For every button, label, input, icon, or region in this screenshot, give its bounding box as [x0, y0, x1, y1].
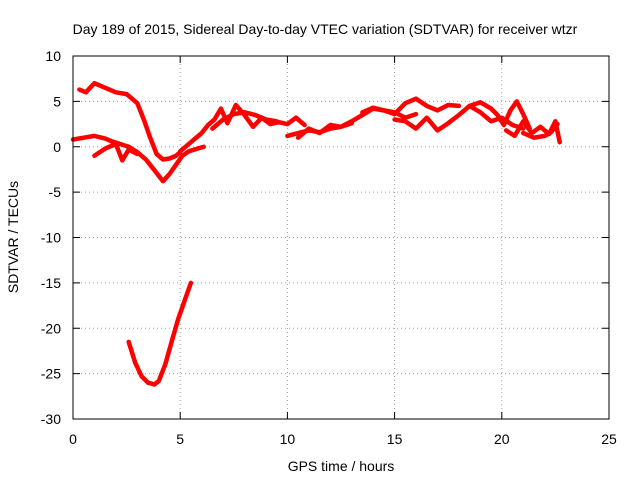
y-tick-label: 5 — [53, 93, 61, 109]
x-tick-label: 0 — [69, 431, 77, 447]
series-satellite-arc-12 — [503, 119, 562, 145]
series-satellite-arc-5 — [177, 102, 307, 154]
x-tick-label: 20 — [494, 431, 510, 447]
series-satellite-arc-1 — [77, 80, 183, 162]
y-tick-labels: -30 -25 -20 -15 -10 -5 0 5 10 — [41, 48, 61, 427]
chart-title: Day 189 of 2015, Sidereal Day-to-day VTE… — [73, 21, 578, 37]
x-tick-label: 5 — [176, 431, 184, 447]
x-tick-label: 10 — [280, 431, 296, 447]
plot-area — [70, 80, 562, 387]
series-satellite-arc-8 — [295, 120, 354, 140]
x-tick-label: 15 — [387, 431, 403, 447]
series-satellite-arc-2 — [70, 133, 207, 184]
y-tick-label: -30 — [41, 411, 61, 427]
series-satellite-arc-13 — [520, 121, 560, 140]
y-tick-label: -20 — [41, 320, 61, 336]
y-tick-label: -15 — [41, 275, 61, 291]
series-satellite-arc-9 — [360, 96, 462, 117]
x-tick-label: 25 — [601, 431, 617, 447]
grid — [73, 56, 609, 419]
y-tick-label: -25 — [41, 366, 61, 382]
series-satellite-arc-6 — [210, 110, 279, 131]
series-satellite-arc-4 — [126, 280, 194, 387]
y-tick-label: -10 — [41, 230, 61, 246]
y-tick-label: 0 — [53, 139, 61, 155]
y-tick-label: 10 — [45, 48, 61, 64]
axis-ticks — [72, 55, 610, 420]
x-axis-label: GPS time / hours — [288, 458, 395, 474]
y-axis-label: SDTVAR / TECUs — [5, 181, 21, 293]
y-tick-label: -5 — [49, 184, 62, 200]
series-satellite-arc-3 — [92, 141, 140, 163]
x-tick-labels: 0 5 10 15 20 25 — [69, 431, 617, 447]
series-satellite-arc-11 — [467, 99, 532, 131]
